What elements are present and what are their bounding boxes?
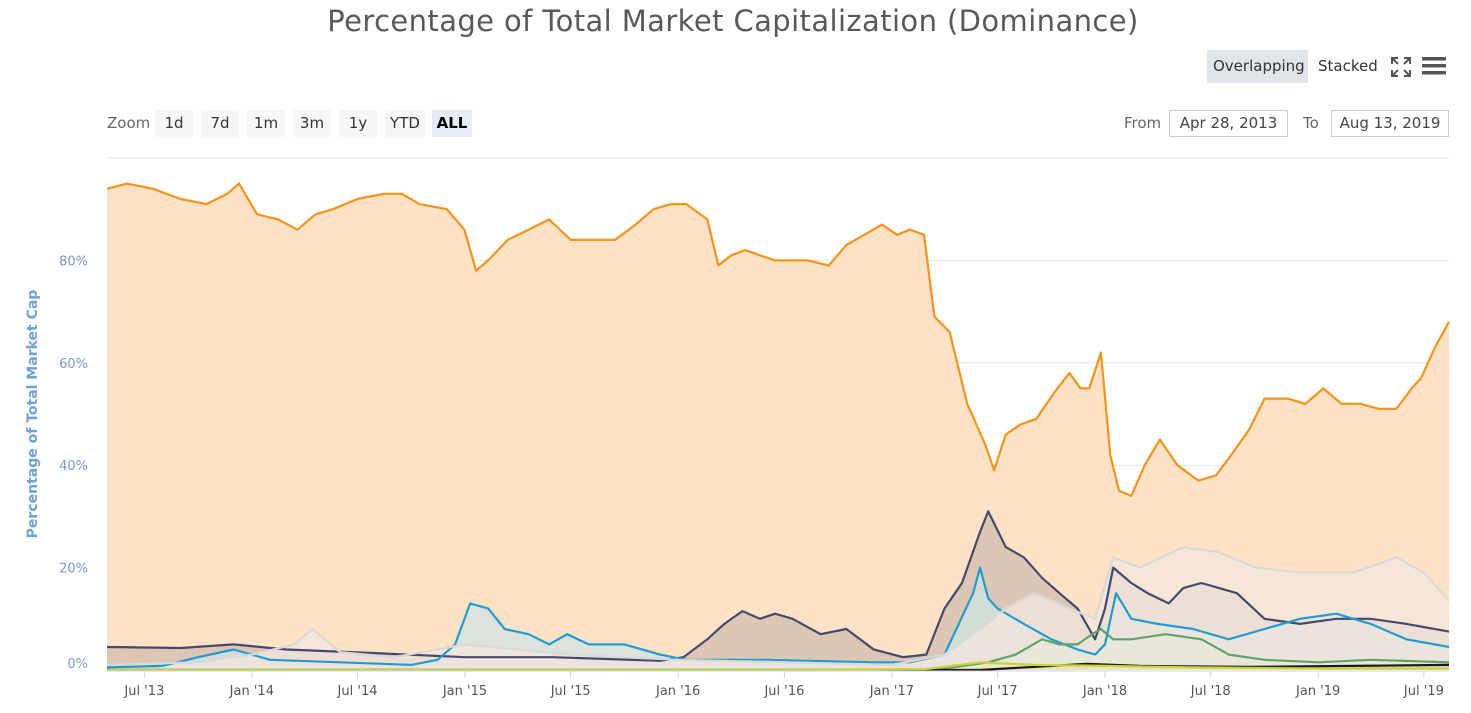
zoom-button-1m[interactable]: 1m [247,110,285,137]
x-tick-label: Jan '14 [229,684,274,699]
fullscreen-icon[interactable] [1390,56,1412,78]
x-tick-label: Jul '15 [550,684,591,699]
x-tick-label: Jan '19 [1295,684,1340,699]
stacked-button[interactable]: Stacked [1318,57,1378,75]
x-tick-label: Jul '19 [1403,684,1444,699]
zoom-button-3m[interactable]: 3m [293,110,331,137]
y-tick-label: 80% [59,254,88,269]
y-tick-label: 40% [59,459,88,474]
zoom-button-7d[interactable]: 7d [201,110,239,137]
x-tick-label: Jul '17 [977,684,1018,699]
y-axis-label: Percentage of Total Market Cap [25,290,41,539]
y-tick-label: 0% [67,657,88,672]
x-tick-label: Jan '15 [442,684,487,699]
chart-title: Percentage of Total Market Capitalizatio… [327,4,1139,38]
series-line-0 [106,182,1450,497]
x-tick-label: Jul '16 [763,684,804,699]
x-tick-label: Jul '18 [1190,684,1231,699]
x-tick-label: Jan '18 [1082,684,1127,699]
overlapping-button[interactable]: Overlapping [1207,50,1308,83]
series-line-5 [107,662,1450,672]
series-area-6 [107,662,1449,670]
x-tick-label: Jul '13 [123,684,164,699]
from-date-input[interactable]: Apr 28, 2013 [1169,110,1288,137]
zoom-label: Zoom [107,114,151,132]
zoom-button-all[interactable]: ALL [432,110,472,137]
y-tick-label: 20% [59,562,88,577]
zoom-button-1y[interactable]: 1y [339,110,377,137]
from-label: From [1124,114,1162,132]
y-tick-label: 60% [59,357,88,372]
series-line-4 [106,546,1450,666]
series-area-0 [107,183,1449,670]
series-line-6 [107,661,1449,672]
to-date-input[interactable]: Aug 13, 2019 [1331,110,1449,137]
zoom-button-ytd[interactable]: YTD [385,110,425,137]
x-tick-label: Jan '16 [655,684,700,699]
to-label: To [1303,114,1319,132]
zoom-button-1d[interactable]: 1d [155,110,193,137]
x-tick-label: Jan '17 [869,684,914,699]
x-tick-label: Jul '14 [337,684,378,699]
menu-icon[interactable] [1422,55,1446,77]
